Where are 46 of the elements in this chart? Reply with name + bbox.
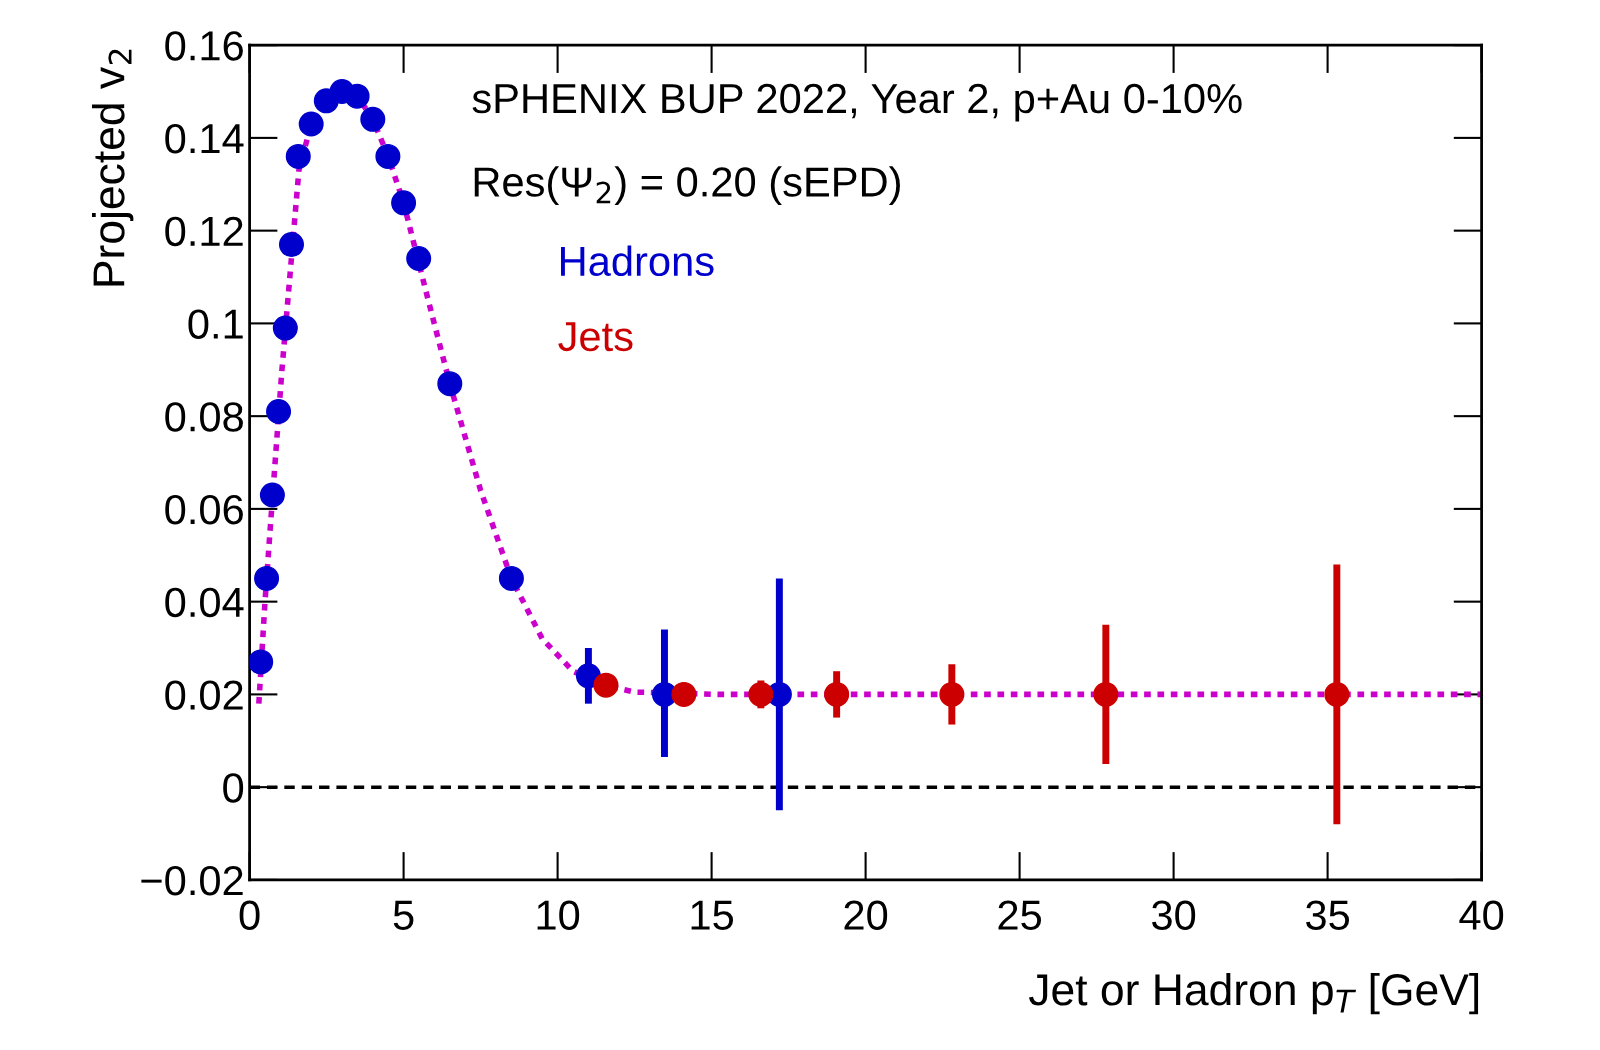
x-tick-label: 40 (1459, 900, 1504, 930)
point (375, 143, 401, 169)
x-tick-label: 30 (1152, 900, 1196, 930)
y-tick-label: 0.08 (165, 402, 243, 432)
point (1324, 681, 1350, 707)
point (671, 681, 697, 707)
point (939, 681, 965, 707)
point (360, 106, 386, 132)
point (249, 649, 274, 675)
point (266, 399, 292, 425)
y-tick-label: 0.02 (165, 680, 243, 710)
point (344, 83, 370, 109)
point (437, 371, 463, 397)
x-tick-label: 20 (844, 900, 888, 930)
x-tick-label: 10 (537, 900, 580, 930)
y-tick-label: 0.06 (165, 494, 243, 525)
y-tick-label: −0.02 (141, 865, 243, 896)
point (298, 111, 324, 137)
x-tick-label: 35 (1306, 900, 1350, 930)
y-tick-label: 0.04 (165, 587, 244, 618)
y-axis-title: Projected v$_{2}$ (91, 49, 134, 286)
x-tick-label: 5 (393, 900, 414, 930)
point (498, 565, 524, 591)
point (278, 232, 304, 258)
point (272, 315, 298, 341)
point (254, 565, 280, 591)
annotation: Res(Ψ$_{2}$) = 0.20 (sEPD) (474, 166, 900, 206)
y-tick-label: 0 (223, 773, 244, 803)
x-tick-label: 25 (998, 900, 1042, 930)
point (824, 681, 850, 707)
text: Jets (558, 322, 633, 352)
y-tick-label: 0.1 (188, 309, 243, 339)
text: Hadrons (561, 245, 714, 277)
x-axis-title: Jet or Hadron p$_{T}$ [GeV] (1028, 972, 1479, 1015)
point (391, 190, 417, 216)
point (259, 482, 285, 508)
y-tick-label: 0.12 (165, 216, 243, 247)
y-tick-label: 0.16 (165, 31, 243, 61)
point (748, 681, 774, 707)
point (1093, 681, 1119, 707)
annotation: sPHENIX BUP 2022, Year 2, p+Au 0-10% (472, 83, 1242, 122)
point (285, 143, 311, 169)
point (593, 672, 619, 698)
point (406, 245, 432, 271)
x-tick-label: 15 (691, 900, 734, 930)
y-tick-label: 0.14 (165, 123, 244, 154)
